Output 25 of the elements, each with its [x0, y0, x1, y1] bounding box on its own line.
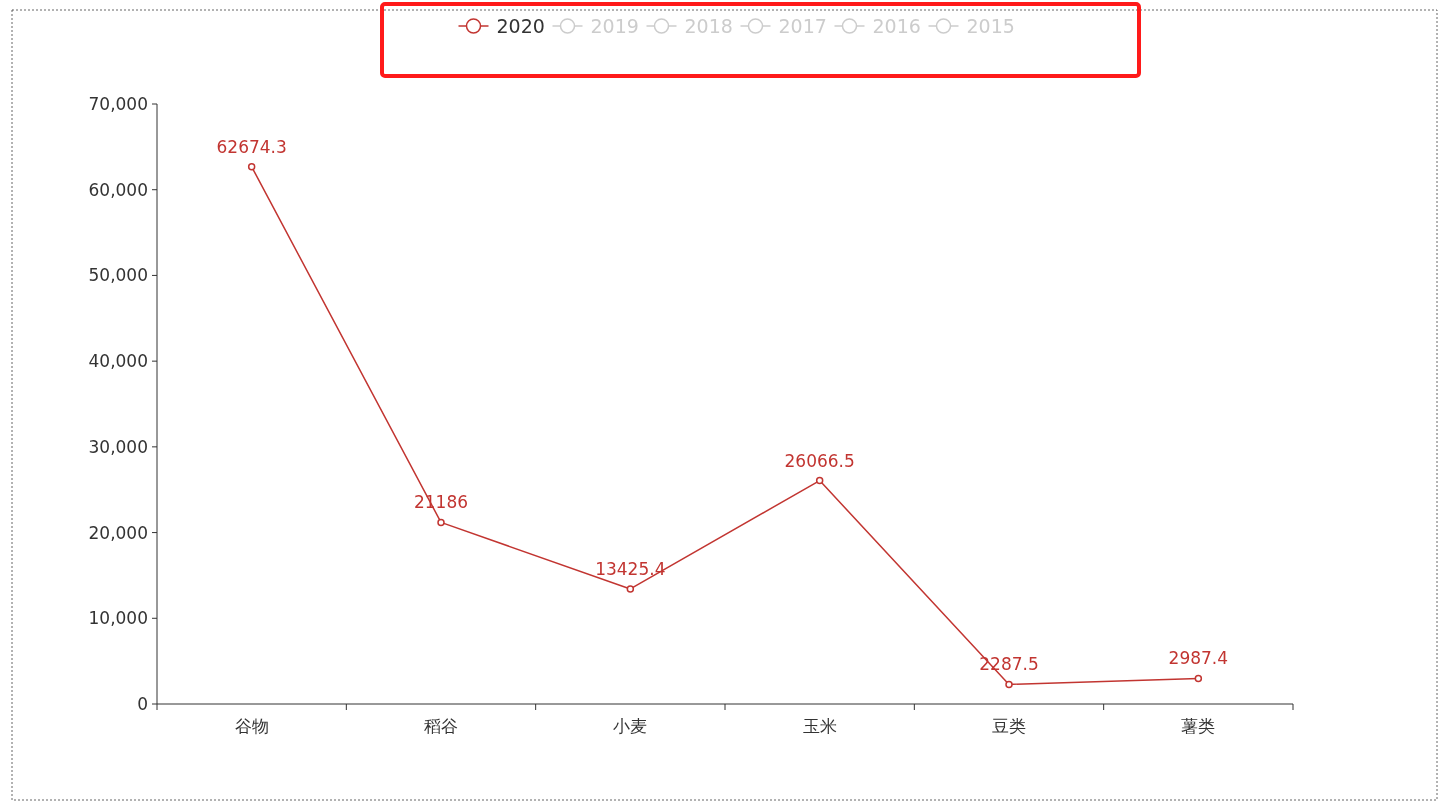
data-label: 2987.4	[1168, 648, 1229, 669]
x-tick-label: 稻谷	[424, 716, 458, 736]
x-tick-label: 玉米	[802, 716, 837, 736]
point	[1194, 674, 1203, 683]
point	[815, 476, 824, 485]
point	[437, 518, 445, 527]
y-tick-label: 0	[137, 694, 148, 714]
y-tick-label: 60,000	[88, 179, 148, 200]
point	[1005, 680, 1013, 689]
legend-label: 2020	[496, 15, 545, 37]
y-tick-label: 10,000	[88, 608, 148, 629]
y-tick-label: 30,000	[88, 436, 148, 457]
point	[247, 163, 256, 171]
point	[626, 585, 635, 593]
y-tick-label: 40,000	[88, 351, 148, 372]
y-tick-label: 20,000	[88, 522, 148, 543]
y-tick-label: 70,000	[88, 94, 148, 114]
y-tick-label: 50,000	[88, 265, 148, 286]
data-label: 26066.5	[784, 450, 855, 471]
data-label: 13425.4	[595, 558, 666, 579]
x-tick-label: 谷物	[234, 716, 269, 736]
x-tick-label: 薯类	[1181, 716, 1216, 736]
x-tick-label: 小麦	[613, 716, 648, 736]
x-tick-label: 豆类	[992, 716, 1026, 736]
data-label: 62674.3	[216, 136, 287, 157]
